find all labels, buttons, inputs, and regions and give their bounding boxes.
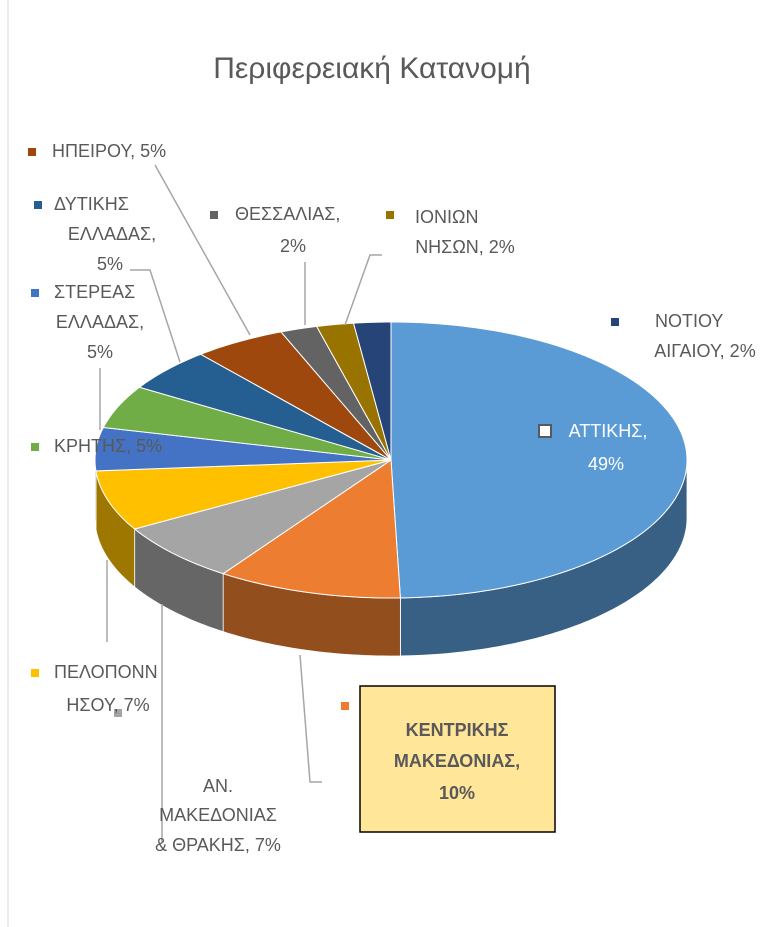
legend-marker (114, 709, 122, 717)
data-label: 5% (87, 342, 113, 362)
data-label: ΕΛΛΑΔΑΣ, (68, 224, 156, 244)
data-label: ΑΙΓΑΙΟΥ, 2% (654, 341, 755, 361)
data-label: ΗΠΕΙΡΟΥ, 5% (52, 141, 166, 161)
legend-marker (31, 669, 39, 677)
slice (222, 459, 401, 599)
slice (199, 331, 392, 461)
chart-title: Περιφερειακή Κατανομή (213, 52, 530, 85)
legend-marker (31, 443, 39, 451)
data-label: ΜΑΚΕΔΟΝΙΑΣ (159, 805, 277, 825)
data-label: ΜΑΚΕΔΟΝΙΑΣ, (394, 751, 520, 771)
data-label: 49% (588, 454, 624, 474)
leader-line (344, 254, 382, 326)
data-label: ΔΥΤΙΚΗΣ (54, 194, 129, 214)
legend-marker (341, 702, 349, 710)
data-label: ΙΟΝΙΩΝ (415, 207, 478, 227)
data-label: ΘΕΣΣΑΛΙΑΣ, (235, 204, 340, 224)
chart-frame (7, 0, 9, 927)
slice (138, 353, 392, 461)
data-label: ΑΤΤΙΚΗΣ, (569, 421, 648, 441)
data-label: 5% (97, 254, 123, 274)
legend-marker (611, 318, 619, 326)
legend-marker (386, 211, 394, 219)
data-label: ΝΗΣΩΝ, 2% (415, 237, 515, 257)
data-label: & ΘΡΑΚΗΣ, 7% (155, 835, 281, 855)
legend-marker (31, 289, 39, 297)
slice (352, 321, 392, 461)
leader-line (299, 654, 322, 783)
data-label: ΣΤΕΡΕΑΣ (54, 282, 135, 302)
slice (280, 325, 392, 461)
data-label: ΚΕΝΤΡΙΚΗΣ (406, 720, 509, 740)
legend-marker (34, 201, 42, 209)
data-label: 2% (280, 236, 306, 256)
data-label: ΕΛΛΑΔΑΣ, (56, 312, 144, 332)
slice (133, 459, 392, 575)
label-box (359, 685, 556, 833)
slice (102, 386, 392, 461)
data-label: ΠΕΛΟΠΟΝΝ (54, 662, 158, 682)
slice (94, 426, 392, 472)
data-label: ΑΝ. (203, 776, 233, 796)
data-label: 10% (439, 783, 475, 803)
leader-line (130, 269, 181, 363)
legend-marker (28, 148, 36, 156)
data-label: ΚΡΗΤΗΣ, 5% (54, 436, 162, 456)
legend-marker (538, 424, 552, 438)
data-label: ΝΟΤΙΟΥ (655, 311, 723, 331)
leader-line (154, 164, 251, 336)
data-label: ΗΣΟΥ, 7% (66, 695, 149, 715)
slice (390, 321, 688, 599)
slice (95, 459, 392, 530)
legend-marker (210, 211, 218, 219)
slice (315, 322, 392, 461)
